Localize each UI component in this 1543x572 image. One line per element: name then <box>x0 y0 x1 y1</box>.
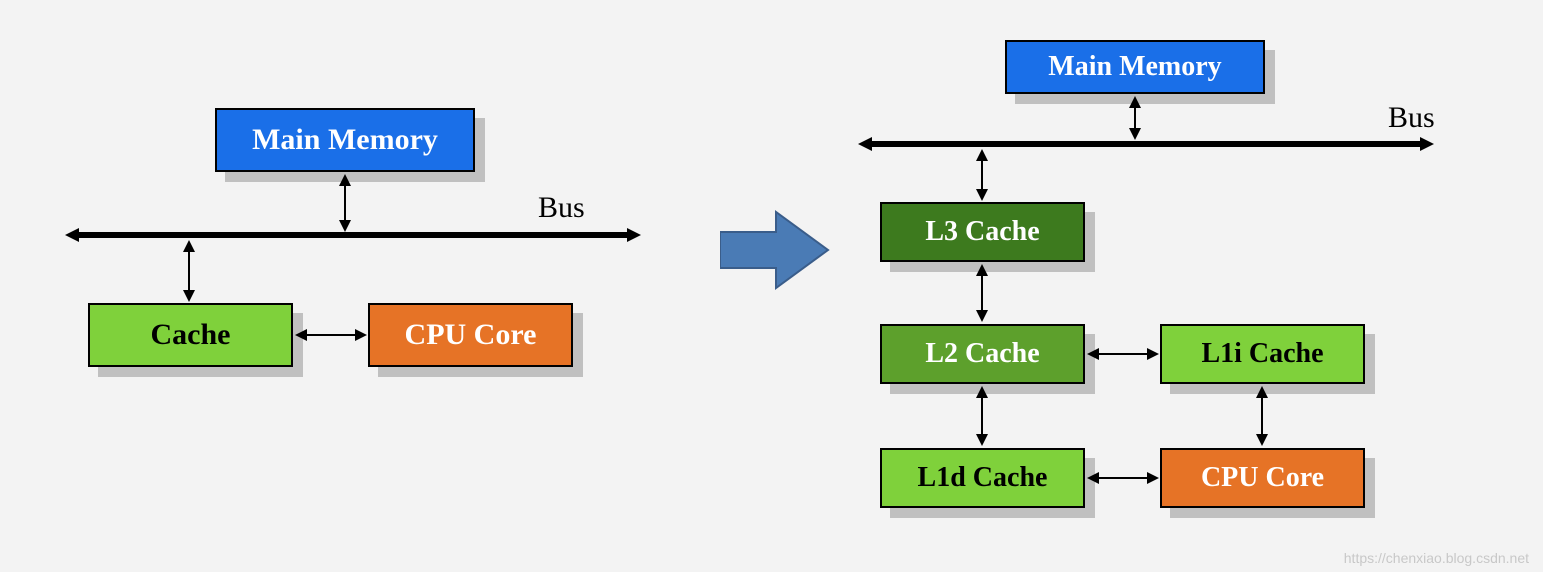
right-bus-line <box>858 135 1434 153</box>
right-cpu-label: CPU Core <box>1201 462 1324 494</box>
right-cpu-box: CPU Core <box>1160 448 1365 508</box>
right-l2-box: L2 Cache <box>880 324 1085 384</box>
left-cpu-box: CPU Core <box>368 303 573 367</box>
transition-arrow <box>720 208 830 292</box>
right-conn-l2-l1d <box>974 386 990 446</box>
right-conn-bus-l3 <box>974 149 990 201</box>
right-l3-box: L3 Cache <box>880 202 1085 262</box>
left-cache-label: Cache <box>151 318 231 352</box>
left-cache-box: Cache <box>88 303 293 367</box>
right-main-memory-box: Main Memory <box>1005 40 1265 94</box>
watermark: https://chenxiao.blog.csdn.net <box>1344 550 1529 566</box>
right-l3-label: L3 Cache <box>925 216 1039 248</box>
left-conn-cache-cpu <box>295 327 367 343</box>
right-conn-l1d-cpu <box>1087 470 1159 486</box>
right-l1i-box: L1i Cache <box>1160 324 1365 384</box>
left-conn-mem-bus <box>337 174 353 232</box>
right-conn-l2-l1i <box>1087 346 1159 362</box>
right-bus-label: Bus <box>1388 101 1435 135</box>
right-conn-l3-l2 <box>974 264 990 322</box>
left-cpu-label: CPU Core <box>405 318 537 352</box>
left-bus-line <box>65 226 641 244</box>
left-bus-label: Bus <box>538 191 585 225</box>
left-conn-bus-cache <box>181 240 197 302</box>
right-l1d-box: L1d Cache <box>880 448 1085 508</box>
left-main-memory-box: Main Memory <box>215 108 475 172</box>
right-conn-l1i-cpu <box>1254 386 1270 446</box>
right-main-memory-label: Main Memory <box>1048 51 1221 83</box>
right-l1i-label: L1i Cache <box>1201 338 1323 370</box>
right-l1d-label: L1d Cache <box>918 462 1048 494</box>
right-conn-mem-bus <box>1127 96 1143 140</box>
right-l2-label: L2 Cache <box>925 338 1039 370</box>
left-main-memory-label: Main Memory <box>252 123 438 157</box>
